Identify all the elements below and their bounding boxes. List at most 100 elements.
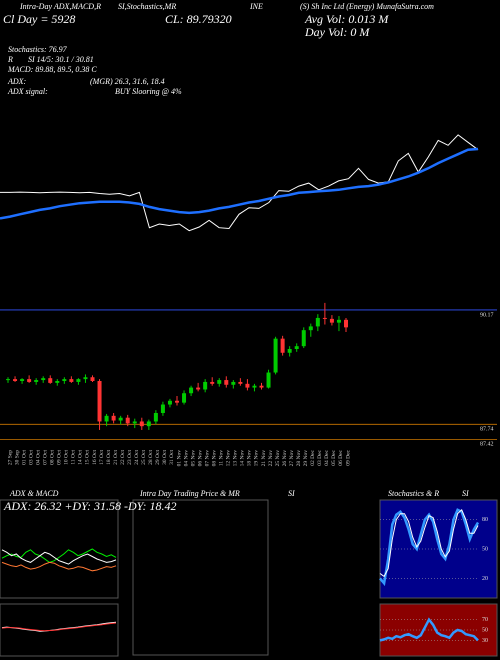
x-tick-label: 22 Nov — [268, 450, 274, 467]
avg-vol: Avg Vol: 0.013 M — [304, 12, 389, 26]
x-tick-label: 08 Oct — [50, 450, 56, 465]
candle-body — [280, 338, 285, 353]
x-tick-label: 09 Dec — [345, 449, 351, 465]
x-tick-label: 11 Nov — [219, 450, 225, 466]
candle-body — [231, 381, 236, 385]
candle-body — [315, 317, 320, 327]
x-tick-label: 21 Oct — [113, 450, 119, 465]
y-tick-label: 80 — [482, 517, 488, 523]
x-tick-label: 13 Nov — [233, 450, 239, 467]
candle-body — [175, 400, 179, 403]
candle-body — [90, 377, 95, 381]
candle-body — [308, 326, 313, 331]
candle-body — [104, 415, 109, 422]
candle-body — [322, 317, 327, 319]
header-text: Intra-Day ADX,MACD,R — [19, 2, 101, 11]
y-tick-label: 70 — [482, 617, 488, 623]
rsi-text: SI 14/5: 30.1 / 30.81 — [28, 55, 94, 64]
intraday-panel — [132, 499, 269, 656]
x-tick-label: 08 Nov — [211, 450, 217, 467]
x-tick-label: 22 Oct — [120, 450, 126, 465]
x-tick-label: 09 Oct — [57, 450, 63, 465]
y-tick-label: 50 — [482, 546, 488, 552]
annotation: ADX: 26.32 +DY: 31.58 -DY: 18.42 — [3, 499, 177, 513]
x-tick-label: 01 Nov — [176, 450, 182, 467]
candle-body — [203, 381, 208, 390]
candle-body — [97, 381, 102, 422]
x-tick-label: 06 Nov — [197, 450, 203, 467]
candle-body — [167, 400, 172, 405]
line-series — [0, 134, 479, 232]
candle-body — [34, 380, 39, 382]
adx-signal: ADX signal: — [7, 87, 48, 96]
candle-body — [111, 415, 116, 421]
adx-values: (MGR) 26.3, 31.6, 18.4 — [90, 77, 165, 86]
candle-body — [146, 421, 151, 427]
header-text: (S) Sh Inc Ltd (Energy) MunafaSutra.com — [300, 2, 434, 11]
header-text: SI,Stochastics,MR — [118, 2, 176, 11]
x-tick-label: 17 Oct — [99, 450, 105, 465]
x-tick-label: 27 Sep — [7, 450, 13, 465]
y-tick-label: 50 — [482, 627, 488, 633]
candle-body — [287, 349, 292, 353]
x-tick-label: 18 Oct — [106, 450, 112, 465]
candle-body — [210, 381, 215, 384]
x-tick-label: 05 Dec — [331, 449, 337, 465]
x-tick-label: 14 Oct — [78, 450, 84, 465]
x-tick-label: 25 Oct — [141, 450, 147, 465]
candle-body — [27, 379, 32, 382]
line-series — [1, 622, 117, 632]
candle-body — [301, 330, 306, 347]
candle-body — [55, 381, 60, 383]
x-tick-label: 04 Dec — [324, 449, 330, 465]
ticker: INE — [249, 2, 263, 11]
y-tick-label: 20 — [482, 576, 488, 582]
candle-body — [125, 417, 130, 424]
adx-text: ADX: — [7, 77, 27, 86]
candle-body — [273, 338, 278, 373]
stoch-text: Stochastics: 76.97 — [8, 45, 68, 54]
panel-title: SI — [288, 489, 295, 498]
panel — [379, 603, 498, 657]
line-series — [1, 548, 117, 563]
candle-body — [83, 377, 88, 380]
x-tick-label: 21 Nov — [261, 450, 267, 467]
x-tick-label: 25 Nov — [275, 450, 281, 467]
x-tick-label: 11 Oct — [71, 450, 77, 465]
panel-title: Stochastics & R — [388, 489, 439, 498]
x-tick-label: 31 Oct — [169, 450, 175, 465]
candle-body — [69, 379, 74, 382]
x-tick-label: 18 Nov — [247, 450, 253, 467]
candle-body — [329, 318, 334, 323]
y-tick-label: 90.17 — [480, 312, 494, 318]
x-tick-label: 19 Nov — [254, 450, 260, 467]
candle-body — [238, 381, 243, 384]
x-tick-label: 23 Oct — [127, 450, 133, 465]
candle-body — [20, 379, 25, 381]
x-tick-label: 12 Nov — [226, 450, 232, 467]
y-tick-label: 87.74 — [480, 427, 494, 433]
x-tick-label: 04 Oct — [35, 450, 41, 465]
candle-body — [13, 379, 18, 381]
candle-body — [160, 404, 165, 413]
macd-panel — [0, 603, 119, 657]
x-tick-label: 30 Sep — [14, 450, 20, 465]
x-tick-label: 29 Oct — [155, 450, 161, 465]
candle-body — [48, 378, 53, 383]
candle-body — [6, 379, 10, 381]
candle-body — [62, 379, 67, 381]
x-tick-label: 24 Oct — [134, 450, 140, 465]
panel — [379, 499, 498, 599]
x-tick-label: 15 Oct — [85, 450, 91, 465]
x-tick-label: 26 Nov — [282, 450, 288, 467]
x-tick-label: 03 Dec — [317, 449, 323, 465]
x-tick-label: 04 Nov — [183, 450, 189, 467]
x-tick-label: 02 Dec — [310, 449, 316, 465]
candle-body — [336, 319, 341, 323]
candle-body — [266, 372, 271, 388]
line-series — [379, 508, 479, 578]
x-tick-label: 03 Oct — [28, 450, 34, 465]
candle-body — [118, 417, 123, 421]
x-tick-label: 27 Nov — [289, 450, 295, 467]
